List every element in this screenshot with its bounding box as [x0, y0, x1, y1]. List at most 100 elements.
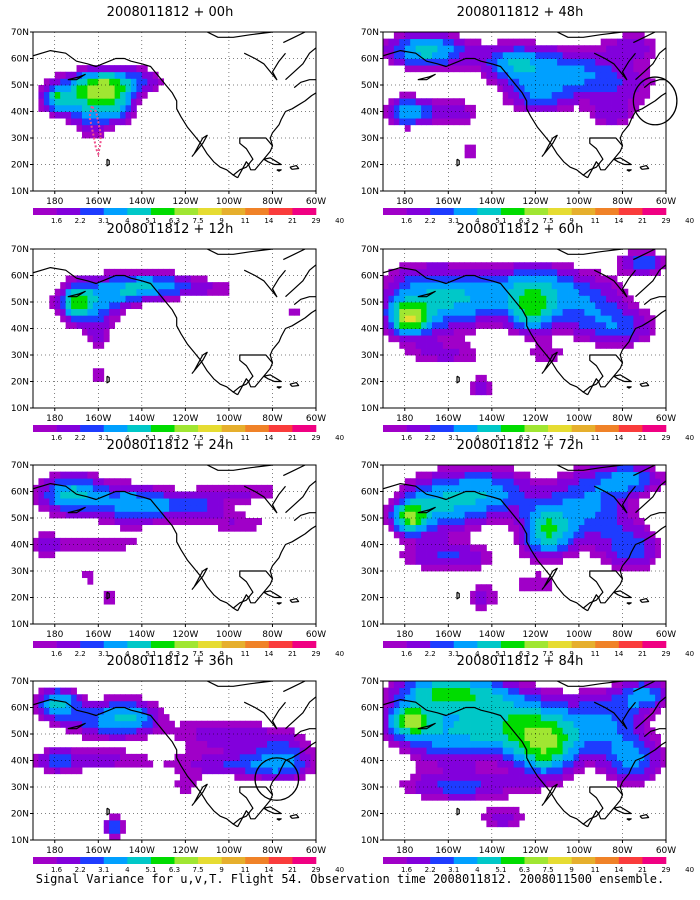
variance-cell: [442, 275, 449, 283]
variance-cell: [442, 531, 449, 539]
variance-cell: [529, 335, 536, 343]
variance-cell: [415, 773, 422, 781]
variance-cell: [185, 511, 192, 519]
variance-cell: [388, 681, 395, 689]
colorbar-label: 7.5: [193, 434, 204, 442]
variance-cell: [617, 478, 623, 486]
variance-cell: [638, 518, 645, 526]
variance-cell: [228, 511, 235, 519]
variance-cell: [546, 720, 553, 728]
variance-cell: [497, 780, 504, 788]
variance-cell: [98, 747, 105, 755]
colorbar-label: 11: [591, 434, 600, 442]
variance-cell: [54, 720, 61, 728]
colorbar-label: 21: [638, 650, 647, 658]
variance-cell: [65, 288, 72, 296]
variance-cell: [497, 760, 504, 768]
variance-cell: [152, 700, 159, 708]
variance-cell: [245, 747, 252, 755]
variance-cell: [584, 91, 591, 99]
variance-cell: [475, 471, 482, 479]
colorbar-label: 6.3: [519, 434, 530, 442]
variance-cell: [120, 537, 126, 545]
coastline: [587, 741, 666, 828]
variance-cell: [399, 511, 406, 519]
variance-cell: [33, 753, 39, 761]
variance-cell: [513, 813, 520, 821]
variance-cell: [421, 773, 427, 781]
variance-cell: [109, 65, 116, 73]
variance-cell: [595, 58, 602, 66]
y-tick-label: 70N: [361, 461, 379, 471]
variance-cell: [606, 767, 612, 775]
variance-cell: [431, 773, 438, 781]
y-tick-label: 10N: [11, 187, 29, 197]
variance-cell: [578, 727, 585, 735]
variance-cell: [421, 471, 427, 479]
variance-cell: [103, 760, 110, 768]
variance-cell: [627, 498, 634, 506]
variance-cell: [120, 288, 126, 296]
x-tick-label: 100W: [566, 197, 592, 207]
variance-cell: [655, 747, 661, 755]
variance-cell: [627, 341, 634, 349]
colorbar-label: 3.1: [98, 217, 109, 225]
variance-cell: [617, 524, 623, 532]
variance-cell: [480, 720, 487, 728]
y-tick-label: 50N: [361, 81, 379, 91]
coastline: [285, 696, 316, 730]
variance-cell: [562, 734, 569, 742]
variance-cell: [529, 524, 536, 532]
variance-cell: [568, 740, 574, 748]
variance-cell: [239, 491, 246, 499]
variance-cell: [393, 700, 400, 708]
coastline: [613, 374, 632, 383]
variance-cell: [431, 760, 438, 768]
variance-cell: [207, 498, 213, 506]
variance-cell: [540, 773, 547, 781]
variance-cell: [136, 511, 143, 519]
variance-cell: [535, 727, 542, 735]
variance-cell: [410, 98, 417, 106]
variance-cell: [480, 604, 487, 612]
variance-cell: [470, 681, 476, 689]
variance-cell: [470, 720, 476, 728]
variance-cell: [120, 820, 126, 828]
variance-cell: [519, 524, 525, 532]
variance-cell: [475, 793, 482, 801]
variance-cell: [459, 51, 466, 59]
variance-cell: [87, 91, 94, 99]
colorbar-swatch: [56, 857, 81, 864]
variance-cell: [622, 687, 629, 695]
variance-cell: [470, 524, 476, 532]
variance-cell: [437, 65, 444, 73]
variance-cell: [65, 315, 72, 323]
variance-cell: [606, 328, 612, 336]
variance-cell: [459, 714, 466, 722]
variance-cell: [519, 491, 525, 499]
variance-cell: [508, 707, 515, 715]
variance-cell: [437, 773, 444, 781]
variance-cell: [622, 511, 629, 519]
variance-cell: [114, 813, 121, 821]
variance-cell: [196, 288, 203, 296]
x-tick-label: 80W: [612, 846, 632, 856]
variance-cell: [611, 341, 618, 349]
variance-cell: [513, 767, 520, 775]
variance-cell: [163, 288, 170, 296]
variance-cell: [611, 51, 618, 59]
variance-cell: [519, 760, 525, 768]
variance-cell: [606, 720, 612, 728]
variance-cell: [81, 321, 88, 329]
variance-cell: [491, 51, 498, 59]
variance-cell: [617, 295, 623, 303]
variance-cell: [426, 262, 433, 270]
variance-cell: [633, 518, 640, 526]
variance-cell: [502, 321, 509, 329]
variance-cell: [60, 282, 67, 290]
variance-cell: [212, 504, 219, 512]
variance-cell: [87, 734, 94, 742]
variance-cell: [475, 374, 482, 382]
y-tick-label: 30N: [361, 351, 379, 361]
variance-cell: [519, 85, 525, 93]
